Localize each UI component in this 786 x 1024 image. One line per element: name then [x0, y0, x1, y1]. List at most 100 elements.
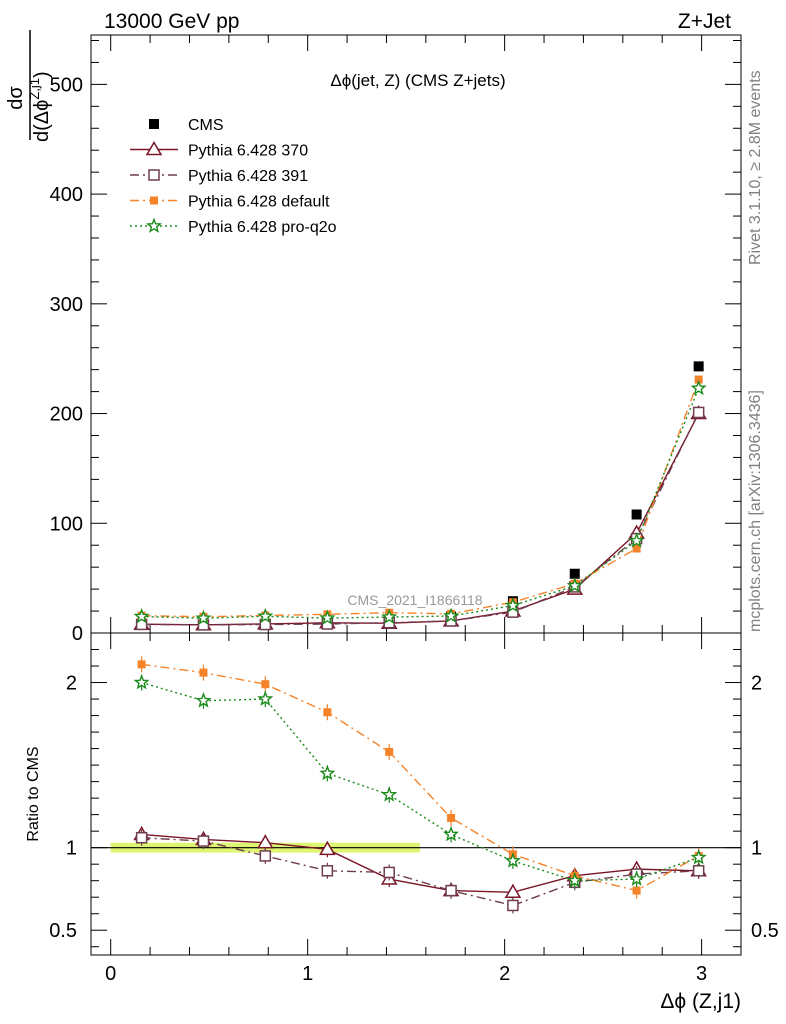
data-point [383, 866, 395, 879]
data-point [381, 608, 398, 624]
data-point [195, 609, 212, 625]
main-y-ticks: 0 100 200 300 400 500 [50, 39, 741, 645]
data-point [443, 607, 459, 623]
data-point [257, 834, 274, 849]
legend-item: Pythia 6.428 370 [130, 141, 308, 160]
x-tick-label: 2 [499, 963, 510, 985]
legend-marker [145, 141, 163, 156]
x-axis-label: Δϕ (Z,j1) [660, 990, 741, 1013]
data-point [632, 886, 641, 895]
data-point [569, 568, 580, 579]
data-point [199, 668, 208, 677]
series-line [141, 681, 699, 882]
main-x-ticks [110, 35, 742, 633]
ratio-y-tick-label-right: 1 [751, 838, 762, 860]
x-tick-label: 0 [105, 963, 116, 985]
data-point [692, 406, 705, 419]
data-point [507, 899, 519, 912]
data-point [323, 708, 332, 717]
mcplots-source-label: mcplots.cern.ch [arXiv:1306.3436] [747, 390, 764, 632]
series-line [141, 833, 699, 893]
legend-label: CMS [188, 117, 224, 134]
header-process-label: Z+Jet [678, 10, 731, 33]
main-series-group [133, 361, 707, 631]
legend-item: Pythia 6.428 pro-q2o [130, 217, 337, 236]
data-point [628, 532, 645, 548]
data-point [257, 690, 274, 706]
data-point [137, 660, 146, 669]
ratio-y-tick-label-right: 2 [751, 673, 762, 695]
series-pythia-6-428-pro-q2o [133, 379, 707, 625]
data-point [504, 852, 521, 868]
data-point [133, 674, 150, 690]
series-line [141, 663, 699, 892]
data-point [135, 832, 148, 844]
data-point [257, 607, 274, 624]
data-point [319, 764, 336, 781]
data-point [447, 813, 456, 822]
data-point [385, 747, 394, 756]
legend-label: Pythia 6.428 default [188, 194, 330, 211]
legend-marker [148, 169, 160, 181]
main-y-axis-label: dσ d(ΔϕZ,j1) [5, 30, 53, 142]
ratio-y-tick-label-right: 0.5 [751, 920, 779, 942]
series-line [141, 388, 700, 619]
y-axis-label-numerator: dσ [5, 86, 27, 110]
data-point [381, 786, 398, 802]
analysis-watermark: CMS_2021_I1866118 [347, 592, 482, 608]
plot-title: Δϕ(jet, Z) (CMS Z+jets) [330, 71, 505, 90]
rivet-version-label: Rivet 3.1.10, ≥ 2.8M events [747, 70, 764, 265]
ratio-y-tick-label: 0.5 [49, 920, 77, 942]
y-axis-label-superscript: Z,j1 [27, 78, 42, 100]
data-point [690, 379, 707, 396]
legend-label: Pythia 6.428 pro-q2o [188, 219, 337, 236]
series-pythia-6-428-pro-q2o [133, 674, 707, 889]
series-pythia-6-428-370 [133, 825, 707, 901]
legend: CMS Pythia 6.428 370 Pythia 6.428 391 Pythi… [130, 117, 337, 236]
ratio-y-axis-label: Ratio to CMS [25, 746, 42, 841]
data-point [259, 850, 272, 862]
data-point [693, 361, 704, 372]
data-point [319, 609, 336, 625]
legend-marker [145, 217, 163, 233]
data-point [692, 865, 705, 877]
data-point [504, 597, 521, 613]
ratio-y-tick-label: 1 [66, 838, 77, 860]
series-line [141, 379, 700, 618]
data-point [445, 884, 457, 897]
y-axis-label-close: ) [31, 71, 53, 78]
data-point [631, 509, 642, 520]
data-point [694, 375, 703, 384]
y-tick-label: 200 [50, 404, 83, 426]
legend-marker [149, 119, 159, 129]
data-point [133, 608, 150, 624]
legend-item: Pythia 6.428 default [130, 194, 330, 211]
header-energy-label: 13000 GeV pp [104, 10, 239, 33]
ratio-x-ticks: 0 1 2 3 [105, 633, 742, 985]
data-point [628, 870, 645, 886]
svg-text:d(ΔϕZ,j1): d(ΔϕZ,j1) [27, 71, 53, 142]
ratio-plot-frame [90, 632, 742, 956]
legend-label: Pythia 6.428 391 [188, 168, 308, 185]
data-point [690, 849, 707, 865]
legend-marker [150, 196, 158, 205]
data-point [261, 680, 270, 689]
data-point [195, 692, 212, 708]
series-pythia-6-428-default [137, 375, 703, 621]
y-tick-label: 100 [50, 513, 83, 535]
ratio-y-tick-label: 2 [66, 673, 77, 695]
legend-item: CMS [149, 117, 224, 134]
y-tick-label: 400 [50, 184, 83, 206]
y-tick-label: 0 [72, 623, 83, 645]
x-tick-label: 3 [696, 963, 707, 985]
data-point [197, 835, 210, 847]
series-line [141, 837, 699, 907]
series-line [141, 413, 700, 626]
ratio-series-group [133, 656, 707, 914]
legend-item: Pythia 6.428 391 [130, 168, 308, 185]
data-point [321, 865, 334, 877]
data-point [443, 826, 460, 842]
series-cms [136, 361, 704, 631]
legend-label: Pythia 6.428 370 [188, 143, 308, 160]
